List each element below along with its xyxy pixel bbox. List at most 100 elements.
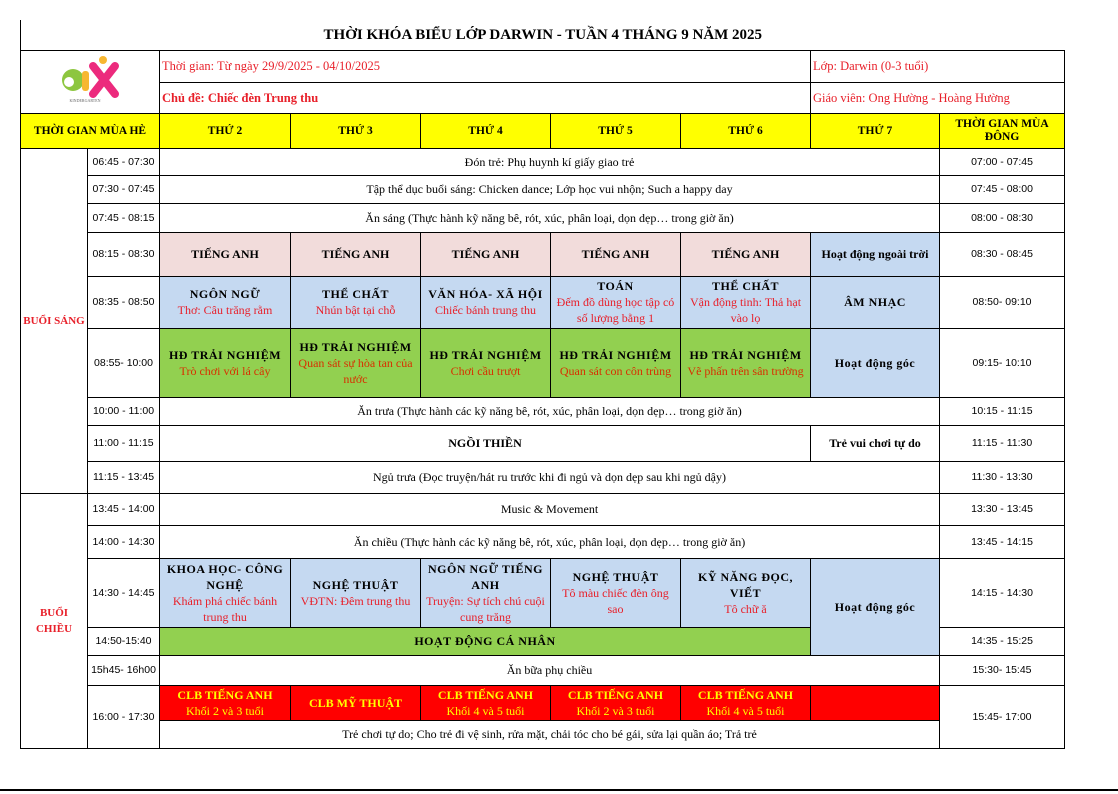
svg-text:KINDERGARTEN: KINDERGARTEN xyxy=(69,98,100,103)
summer-time: 07:30 - 07:45 xyxy=(87,174,160,204)
lesson-subject: HĐ TRẢI NGHIỆM xyxy=(429,347,542,362)
lesson-outdoor: Hoạt động ngoài trời xyxy=(810,231,940,277)
lesson-cell: THỂ CHẤT Vận động tinh: Thả hạt vào lọ xyxy=(680,275,811,329)
club-name: CLB MỸ THUẬT xyxy=(308,695,403,710)
summer-time: 10:00 - 11:00 xyxy=(87,396,160,426)
winter-time: 14:15 - 14:30 xyxy=(938,557,1066,628)
summer-time: 14:00 - 14:30 xyxy=(87,524,160,559)
lesson-subject: THỂ CHẤT xyxy=(711,279,779,293)
club-cell: CLB TIẾNG ANH Khối 4 và 5 tuổi xyxy=(420,684,551,721)
summer-time: 07:45 - 08:15 xyxy=(87,202,160,233)
summer-time: 08:55- 10:00 xyxy=(87,327,160,398)
club-name: CLB TIẾNG ANH xyxy=(437,687,534,702)
activity-individual: HOẠT ĐỘNG CÁ NHÂN xyxy=(159,626,811,656)
lesson-cell: NGHỆ THUẬT Tô màu chiếc đèn ông sao xyxy=(550,557,681,628)
winter-time: 15:30- 15:45 xyxy=(938,654,1066,686)
activity: Ăn chiều (Thực hành các kỹ năng bê, rót,… xyxy=(159,524,940,559)
header-day: THỨ 6 xyxy=(680,112,811,149)
club-cell: CLB TIẾNG ANH Khối 4 và 5 tuổi xyxy=(680,684,811,721)
lesson-desc: Tô chữ ă xyxy=(724,601,767,616)
lesson-cell: VĂN HÓA- XÃ HỘI Chiếc bánh trung thu xyxy=(420,275,551,329)
winter-time: 07:45 - 08:00 xyxy=(938,174,1066,204)
lesson-english: TIẾNG ANH xyxy=(680,231,811,277)
lesson-subject: HĐ TRẢI NGHIỆM xyxy=(689,347,802,362)
lesson-subject: Hoạt động góc xyxy=(834,599,916,614)
experience-cell: HĐ TRẢI NGHIỆM Quan sát sự hòa tan của nư… xyxy=(290,327,421,398)
lesson-desc: Đếm đồ dùng học tập có số lượng bằng 1 xyxy=(556,295,675,325)
activity: Music & Movement xyxy=(159,492,940,526)
date-range: Thời gian: Từ ngày 29/9/2025 - 04/10/202… xyxy=(159,49,811,83)
lesson-subject: KHOA HỌC- CÔNG NGHỆ xyxy=(166,561,284,592)
lesson-subject: NGÔN NGỮ xyxy=(189,287,261,301)
lesson-subject: HĐ TRẢI NGHIỆM xyxy=(299,339,412,354)
club-name: CLB TIẾNG ANH xyxy=(697,687,794,702)
lesson-cell: Hoạt động góc xyxy=(810,327,940,398)
winter-time: 10:15 - 11:15 xyxy=(938,396,1066,426)
lesson-subject: NGHỆ THUẬT xyxy=(312,577,399,592)
lesson-subject: NGÔN NGỮ TIẾNG ANH xyxy=(427,561,543,592)
lesson-english: TIẾNG ANH xyxy=(159,231,291,277)
lesson-desc: Thơ: Câu trăng rằm xyxy=(177,303,273,317)
activity: Ăn trưa (Thực hành các kỹ năng bê, rót, … xyxy=(159,396,940,426)
header-day: THỨ 4 xyxy=(420,112,551,149)
club-group: Khối 4 và 5 tuổi xyxy=(446,703,525,718)
header-winter-time: THỜI GIAN MÙA ĐÔNG xyxy=(938,112,1066,149)
lesson-subject: ÂM NHẠC xyxy=(844,295,906,309)
lesson-desc: Trò chơi với lá cây xyxy=(179,363,271,378)
header-day: THỨ 5 xyxy=(550,112,681,149)
lesson-cell: KỸ NĂNG ĐỌC, VIẾT Tô chữ ă xyxy=(680,557,811,628)
lesson-cell: ÂM NHẠC xyxy=(810,275,940,329)
lesson-cell: NGÔN NGỮ TIẾNG ANH Truyện: Sự tích chú cu… xyxy=(420,557,551,628)
topic: Chủ đề: Chiếc đèn Trung thu xyxy=(159,81,811,114)
club-group: Khối 2 và 3 tuổi xyxy=(186,703,264,718)
session-morning: BUỔI SÁNG xyxy=(20,147,88,494)
summer-time: 08:35 - 08:50 xyxy=(87,275,160,329)
summer-time: 15h45- 16h00 xyxy=(87,654,160,686)
activity: Tập thể dục buổi sáng: Chicken dance; Lớ… xyxy=(159,174,940,204)
lesson-desc: Chiếc bánh trung thu xyxy=(435,303,536,317)
experience-cell: HĐ TRẢI NGHIỆM Vẽ phấn trên sân trường xyxy=(680,327,811,398)
lesson-subject: HĐ TRẢI NGHIỆM xyxy=(559,347,672,362)
club-cell-empty xyxy=(810,684,940,721)
activity: Ngủ trưa (Đọc truyện/hát ru trước khi đi… xyxy=(159,460,940,494)
lesson-subject: Hoạt động góc xyxy=(834,355,916,370)
lesson-cell: NGHỆ THUẬT VĐTN: Đêm trung thu xyxy=(290,557,421,628)
lesson-subject: HĐ TRẢI NGHIỆM xyxy=(168,347,282,362)
lesson-desc: Tô màu chiếc đèn ông sao xyxy=(562,585,669,616)
lesson-desc: Quan sát sự hòa tan của nước xyxy=(298,355,413,386)
lesson-desc: Vẽ phấn trên sân trường xyxy=(687,363,804,378)
experience-cell: HĐ TRẢI NGHIỆM Quan sát con côn trùng xyxy=(550,327,681,398)
activity: Đón trẻ: Phụ huynh kí giấy giao trẻ xyxy=(159,147,940,176)
activity: Ăn sáng (Thực hành kỹ năng bê, rót, xúc,… xyxy=(159,202,940,233)
winter-time: 11:30 - 13:30 xyxy=(938,460,1066,494)
session-afternoon: BUỔI CHIỀU xyxy=(20,492,88,749)
winter-time: 07:00 - 07:45 xyxy=(938,147,1066,176)
summer-time: 11:00 - 11:15 xyxy=(87,424,160,462)
lesson-subject: VĂN HÓA- XÃ HỘI xyxy=(428,287,543,301)
experience-cell: HĐ TRẢI NGHIỆM Chơi cầu trượt xyxy=(420,327,551,398)
activity-meditation: NGỒI THIỀN xyxy=(159,424,811,462)
lesson-desc: Nhún bật tại chỗ xyxy=(315,303,396,317)
lesson-desc: Vận động tinh: Thả hạt vào lọ xyxy=(689,295,802,325)
summer-time: 14:50-15:40 xyxy=(87,626,160,656)
club-name: CLB TIẾNG ANH xyxy=(177,687,273,702)
header-day: THỨ 2 xyxy=(159,112,291,149)
winter-time: 11:15 - 11:30 xyxy=(938,424,1066,462)
club-group: Khối 2 và 3 tuổi xyxy=(576,703,655,718)
lesson-desc: Quan sát con côn trùng xyxy=(559,363,672,378)
header-summer-time: THỜI GIAN MÙA HÈ xyxy=(20,112,160,149)
club-cell: CLB TIẾNG ANH Khối 2 và 3 tuổi xyxy=(550,684,681,721)
timetable: THỜI KHÓA BIỂU LỚP DARWIN - TUẦN 4 THÁNG… xyxy=(19,20,1066,749)
experience-cell: HĐ TRẢI NGHIỆM Trò chơi với lá cây xyxy=(159,327,291,398)
page-divider xyxy=(0,789,1118,791)
aik-logo-icon: KINDERGARTEN xyxy=(62,55,119,103)
club-group: Khối 4 và 5 tuổi xyxy=(706,703,785,718)
lesson-subject: KỸ NĂNG ĐỌC, VIẾT xyxy=(698,569,793,600)
lesson-cell: NGÔN NGỮ Thơ: Câu trăng rằm xyxy=(159,275,291,329)
winter-time: 15:45- 17:00 xyxy=(938,684,1066,749)
summer-time: 08:15 - 08:30 xyxy=(87,231,160,277)
summer-time: 11:15 - 13:45 xyxy=(87,460,160,494)
page-title: THỜI KHÓA BIỂU LỚP DARWIN - TUẦN 4 THÁNG… xyxy=(19,20,1065,51)
summer-time: 14:30 - 14:45 xyxy=(87,557,160,628)
winter-time: 13:30 - 13:45 xyxy=(938,492,1066,526)
